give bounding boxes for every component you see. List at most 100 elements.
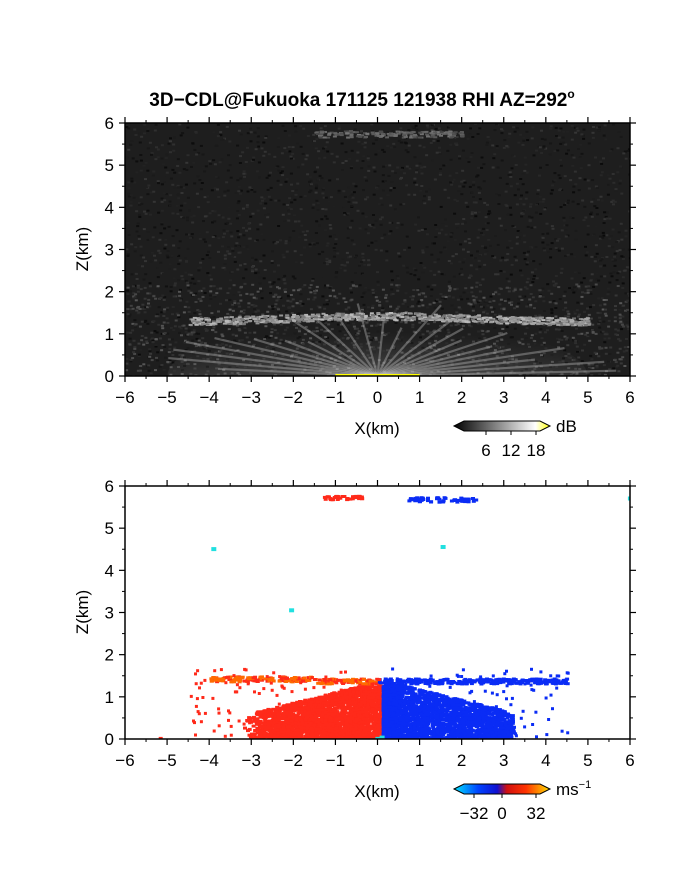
noise-pixel [523,258,527,261]
haze-pixel [371,291,375,294]
noise-pixel [572,191,576,194]
noise-pixel [166,332,170,335]
noise-pixel [436,258,440,261]
noise-pixel [423,266,427,269]
noise-pixel [284,180,288,183]
upper-echo-pixel [348,131,353,134]
noise-pixel [581,134,585,137]
noise-pixel [559,127,563,130]
haze-pixel [182,324,186,327]
noise-pixel [251,270,254,273]
noise-pixel [505,326,509,329]
layer-pixel [343,313,348,316]
noise-pixel [186,233,190,236]
noise-pixel [518,236,522,239]
noise-pixel [203,170,207,173]
noise-pixel [602,132,606,134]
layer-pixel [412,317,416,320]
haze-pixel [624,300,628,303]
haze-pixel [598,373,602,376]
haze-pixel [571,336,575,339]
noise-pixel [141,265,144,268]
noise-pixel [285,218,289,221]
haze-pixel [168,343,172,346]
noise-pixel [199,188,203,191]
noise-pixel [180,275,184,278]
layer-pixel [205,323,210,326]
noise-pixel [620,328,624,331]
layer-pixel [295,318,299,321]
noise-pixel [556,239,559,242]
noise-pixel [367,244,370,247]
haze-pixel [154,297,158,300]
noise-pixel [303,234,307,236]
noise-pixel [332,255,336,258]
noise-pixel [389,293,393,296]
y-tick-label: 2 [105,283,114,302]
noise-pixel [514,164,518,166]
noise-pixel [404,142,408,145]
noise-pixel [581,291,584,294]
haze-pixel [470,286,474,289]
noise-pixel [449,262,453,265]
upper-echo-pixel [402,134,406,137]
noise-pixel [254,258,258,261]
layer-pixel [224,320,229,323]
noise-pixel [311,279,315,282]
noise-pixel [259,223,263,226]
noise-pixel [201,258,205,260]
layer-pixel [237,316,242,319]
noise-pixel [540,129,543,132]
noise-pixel [415,171,418,174]
upper-echo-pixel [356,134,361,136]
noise-pixel [466,322,470,325]
haze-pixel [167,351,171,354]
noise-pixel [605,333,609,336]
noise-pixel [152,190,156,193]
noise-pixel [170,254,174,257]
noise-pixel [557,136,561,139]
noise-pixel [238,129,241,132]
haze-pixel [492,299,496,302]
haze-pixel [529,337,533,339]
layer-pixel [338,318,343,321]
layer-pixel [367,317,372,320]
noise-pixel [352,191,356,194]
noise-pixel [151,341,155,344]
noise-pixel [603,337,607,340]
noise-pixel [499,224,503,227]
noise-pixel [423,263,427,266]
noise-pixel [262,207,266,210]
haze-pixel [627,346,630,348]
layer-pixel [461,314,466,317]
upper-echo-pixel [445,131,450,134]
noise-pixel [628,173,630,176]
noise-pixel [364,310,368,313]
noise-pixel [439,205,443,208]
noise-pixel [577,189,581,192]
noise-pixel [543,203,547,206]
layer-pixel [426,316,431,319]
noise-pixel [540,337,544,340]
noise-pixel [156,180,160,183]
noise-pixel [315,204,319,206]
haze-pixel [577,285,581,288]
upper-echo-pixel [385,136,390,139]
layer-pixel [473,316,477,318]
noise-pixel [377,203,381,205]
noise-pixel [413,177,417,180]
haze-pixel [618,313,622,316]
noise-pixel [288,134,291,137]
noise-pixel [426,306,430,309]
noise-pixel [289,208,293,211]
noise-pixel [415,164,419,167]
fan-ray [253,338,378,376]
noise-pixel [620,238,624,241]
noise-pixel [433,242,436,245]
noise-pixel [266,188,270,191]
noise-pixel [406,306,410,309]
noise-pixel [252,305,256,308]
noise-pixel [374,290,377,293]
noise-pixel [564,202,568,205]
noise-pixel [439,168,442,170]
